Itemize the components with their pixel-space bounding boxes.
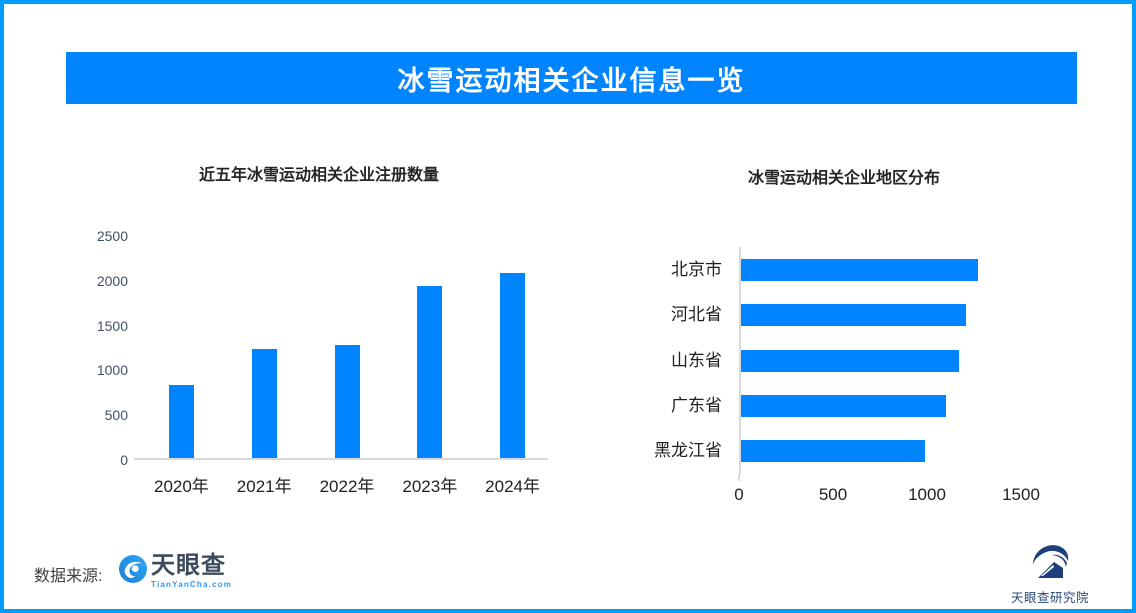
page-title: 冰雪运动相关企业信息一览	[397, 65, 746, 96]
right-chart-title: 冰雪运动相关企业地区分布	[747, 170, 940, 187]
bar-2020年	[168, 385, 194, 458]
x-category-label: 2023年	[402, 477, 458, 496]
left-chart-plot-area	[134, 236, 548, 460]
x-category-label: 2022年	[319, 477, 375, 496]
y-tick-label: 2500	[96, 228, 128, 244]
bar-北京市	[741, 259, 978, 281]
x-category-label: 2020年	[153, 477, 209, 496]
x-tick-label: 500	[818, 485, 848, 504]
category-label: 河北省	[671, 305, 722, 324]
bar-山东省	[741, 350, 959, 372]
bar-2022年	[334, 345, 360, 458]
x-tick-label: 0	[734, 485, 744, 504]
bar-黑龙江省	[741, 440, 925, 462]
y-tick-label: 1500	[96, 318, 128, 334]
category-label: 山东省	[671, 351, 722, 370]
research-institute-logo: 天眼查研究院	[1002, 541, 1098, 606]
tianyancha-name: 天眼查	[151, 552, 226, 579]
x-tick-label: 1500	[1002, 485, 1040, 504]
tianyancha-domain: TianYanCha.com	[151, 580, 233, 589]
research-institute-name: 天眼查研究院	[1010, 591, 1089, 605]
tianyancha-wordmark: 天眼查 TianYanCha.com	[151, 552, 233, 590]
x-category-label: 2024年	[485, 477, 540, 496]
right-chart-zero-tick	[738, 474, 740, 481]
data-source-label: 数据来源:	[34, 568, 103, 585]
left-chart-title: 近五年冰雪运动相关企业注册数量	[198, 167, 439, 184]
category-label: 广东省	[671, 396, 722, 415]
tianyancha-logo: 天眼查 TianYanCha.com	[119, 553, 232, 589]
title-banner: 冰雪运动相关企业信息一览	[66, 52, 1077, 104]
right-chart-x-axis-labels: 0 500 1000 1500	[734, 485, 1049, 505]
left-chart-x-axis-labels: 2020年 2021年 2022年 2023年 2024年	[134, 472, 548, 496]
tianyancha-swirl-icon	[119, 555, 147, 583]
y-tick-label: 0	[120, 452, 128, 468]
category-label: 黑龙江省	[654, 441, 722, 460]
category-label: 北京市	[671, 260, 722, 279]
x-category-label: 2021年	[236, 477, 292, 496]
bar-2024年	[500, 273, 526, 458]
y-tick-label: 2000	[96, 273, 128, 289]
bar-2021年	[251, 349, 277, 458]
right-chart-category-labels: 北京市河北省山东省广东省黑龙江省	[604, 247, 722, 474]
bar-河北省	[741, 304, 966, 326]
right-chart-plot-area	[739, 247, 1049, 474]
bar-2023年	[417, 286, 443, 458]
x-tick-label: 1000	[908, 485, 946, 504]
y-tick-label: 500	[104, 407, 128, 423]
left-chart-y-axis-labels: 0 500 1000 1500 2000 2500	[80, 228, 128, 468]
research-institute-wave-icon	[1033, 545, 1069, 578]
bar-广东省	[741, 395, 946, 417]
y-tick-label: 1000	[96, 362, 128, 378]
